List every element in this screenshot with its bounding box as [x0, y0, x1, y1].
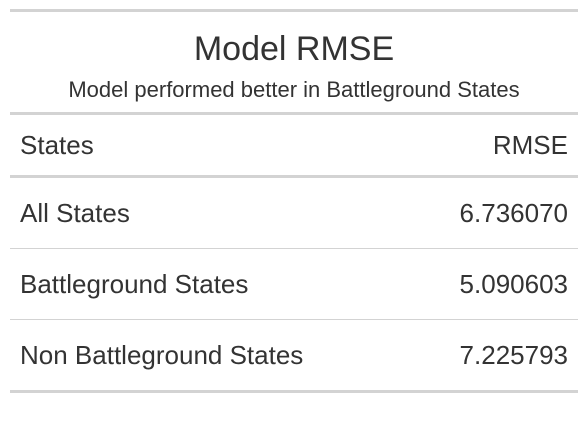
header-top-rule — [10, 112, 578, 115]
table-row: Non Battleground States 7.225793 — [10, 319, 578, 393]
table-row: Battleground States 5.090603 — [10, 248, 578, 320]
header-row: States RMSE — [10, 115, 578, 178]
cell-states: Non Battleground States — [10, 319, 409, 393]
table-body: All States 6.736070 Battleground States … — [10, 176, 578, 393]
table-subtitle: Model performed better in Battleground S… — [68, 77, 520, 102]
cell-rmse: 7.225793 — [409, 319, 578, 393]
column-header-rmse: RMSE — [409, 115, 578, 178]
column-header-states: States — [10, 115, 409, 178]
cell-states: Battleground States — [10, 248, 409, 320]
table-row: All States 6.736070 — [10, 176, 578, 249]
cell-rmse: 6.736070 — [409, 176, 578, 249]
top-rule — [10, 9, 578, 12]
cell-states: All States — [10, 176, 409, 249]
rmse-table-container: Model RMSE Model performed better in Bat… — [10, 9, 578, 393]
table-header: States RMSE — [10, 115, 578, 178]
rmse-table: States RMSE All States 6.736070 Battlegr… — [10, 115, 578, 393]
table-title: Model RMSE — [193, 30, 395, 68]
cell-rmse: 5.090603 — [409, 248, 578, 320]
